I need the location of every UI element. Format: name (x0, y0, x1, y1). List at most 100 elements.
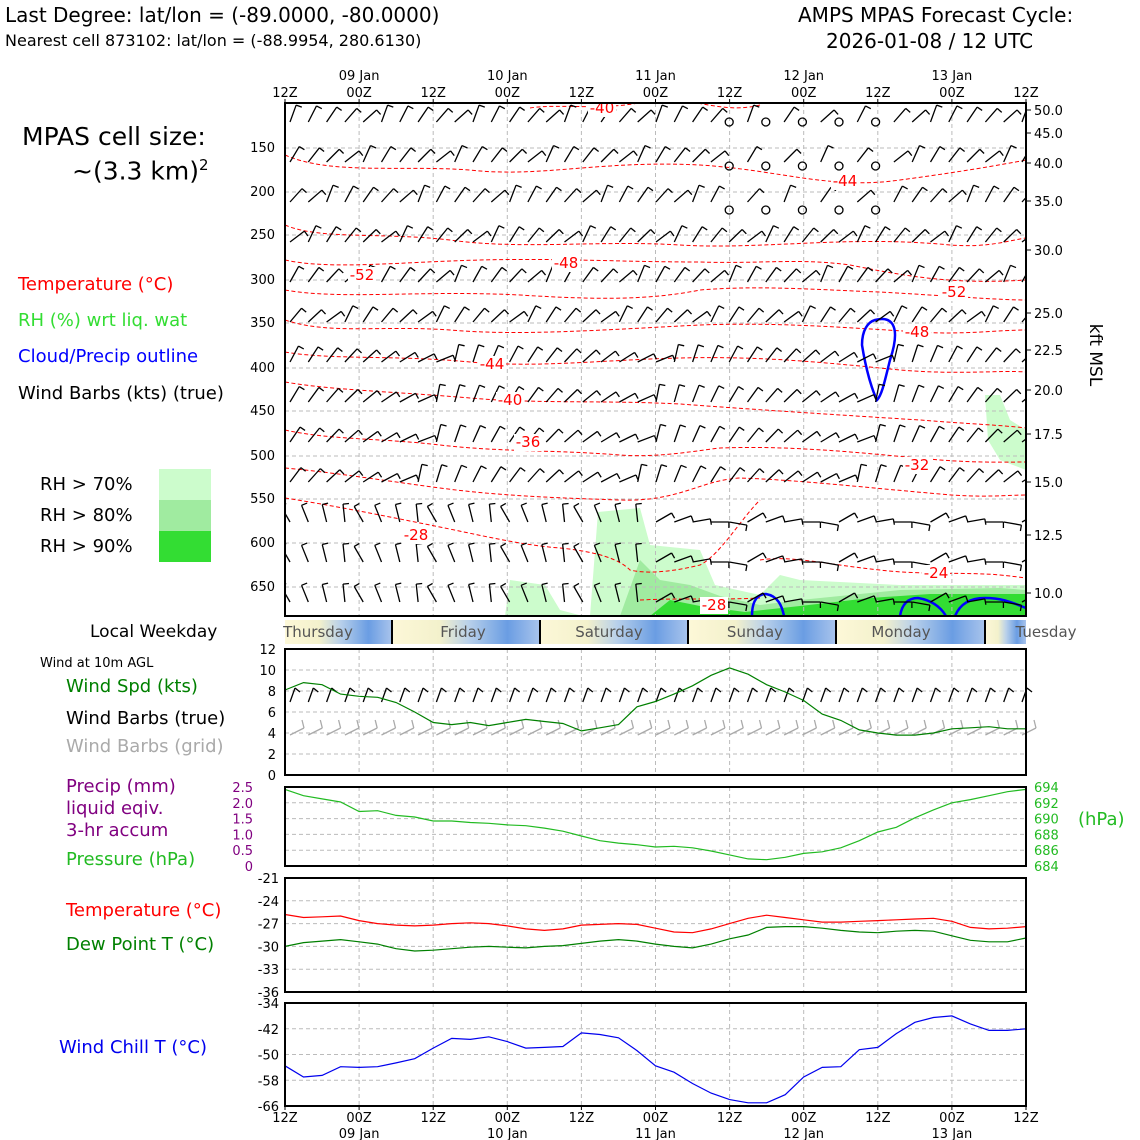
wind-barb (765, 515, 786, 523)
wind-barb-flag (338, 268, 344, 274)
temperature-tick-label: -36 (258, 986, 279, 1001)
surface-wind-barb-flag (459, 687, 466, 693)
surface-wind-barb-flag (843, 687, 850, 693)
wind-barb (655, 307, 673, 323)
wind-barb (838, 392, 859, 403)
wind-barb-shaft (673, 189, 689, 203)
wind-barb (381, 391, 401, 403)
wind-barb-flag (395, 350, 401, 357)
wind-barb-flag (1010, 144, 1017, 149)
wind-barb (1003, 521, 1023, 532)
wind-barb-shaft (655, 552, 672, 563)
wind-barb-flag (338, 148, 345, 154)
weekday-segment (688, 620, 836, 644)
wind-barb-shaft (545, 428, 560, 443)
wind-barb-flag (570, 104, 577, 108)
wind-barb (527, 305, 542, 323)
wind-barb-shaft (573, 546, 584, 563)
wind-barb-flag (939, 466, 946, 471)
wind-barb-flag (815, 390, 821, 396)
pressure-tick-label: 650 (250, 580, 275, 595)
wind-barb-flag (879, 423, 886, 427)
wind-barb-flag (719, 185, 725, 190)
wind-barb-flag (1016, 229, 1022, 235)
wind-barb (729, 561, 748, 572)
wind-barb-flag (797, 429, 803, 436)
wind-barb-flag (905, 107, 911, 113)
wind-barb-shaft (856, 267, 869, 283)
wind-barb-flag (635, 582, 642, 585)
wind-barb-shaft (875, 310, 891, 323)
wind-barb (353, 502, 364, 523)
wind-barb-flag (847, 265, 854, 270)
wind-barb-shaft (746, 387, 759, 403)
wind-barb-shaft (435, 150, 451, 163)
grid-wind-barb-flag (722, 719, 726, 729)
wind-barb-shaft (326, 387, 339, 403)
grid-wind-barb-flag (392, 719, 397, 729)
wind-barb-shaft (801, 227, 815, 243)
wind-barb-flag (441, 464, 448, 468)
wind-barb-shaft (1003, 561, 1022, 566)
wind-barb-flag (782, 555, 786, 562)
wind-barb (435, 227, 453, 243)
wind-barb-shaft (1003, 265, 1012, 283)
grid-wind-barb (289, 719, 305, 736)
wind-barb (673, 266, 691, 283)
wind-barb-shaft (326, 148, 340, 163)
wind-barb-shaft (619, 351, 636, 363)
wind-barb-flag (679, 424, 687, 428)
wind-barb-shaft (447, 505, 456, 523)
wind-barb-flag (449, 270, 455, 276)
wind-barb-flag (627, 305, 633, 310)
wind-barb-flag (993, 185, 1000, 190)
wind-barb-flag (664, 265, 671, 270)
wind-barb-flag (777, 387, 783, 393)
surface-wind-barb-flag (880, 687, 887, 693)
wind-barb-shaft (893, 424, 901, 443)
wind-barb-shaft (582, 147, 595, 163)
wind-barb-flag (853, 352, 858, 358)
wind-barb-flag (358, 470, 364, 477)
wind-barb-shaft (783, 558, 802, 563)
wind-barb (326, 106, 343, 123)
wind-barb-flag (597, 471, 602, 478)
wind-barb-flag (942, 188, 948, 194)
rh70-region-left (505, 580, 583, 616)
wind-barb-shaft (820, 109, 835, 123)
surface-wind-barb-shaft (691, 687, 699, 703)
surface-wind-barb-shaft (362, 687, 369, 703)
wind-barb-shaft (1021, 558, 1026, 563)
surface-wind-barb (874, 687, 887, 703)
surface-wind-barb (783, 687, 795, 703)
wind-barb-shaft (911, 384, 920, 403)
surface-wind-barb-shaft (673, 687, 680, 703)
grid-wind-barb-shaft (692, 727, 707, 736)
wind-barb-flag (322, 542, 329, 546)
grid-wind-barb-flag (575, 719, 580, 729)
wind-barb-shaft (582, 225, 591, 243)
wind-barb (344, 389, 363, 403)
wind-barb (582, 189, 601, 203)
label-precip-1: Precip (mm) (66, 776, 176, 797)
grid-wind-barb-shaft (765, 727, 781, 736)
cloud-outline (750, 592, 786, 616)
wind-barb-shaft (984, 347, 997, 363)
wind-barb-shaft (857, 555, 875, 563)
wind-barb-flag (377, 431, 382, 437)
weekday-segment (392, 620, 540, 644)
wind-barb (655, 188, 673, 203)
wind-barb-shaft (289, 426, 301, 443)
wind-barb-shaft (728, 345, 739, 363)
wind-barb (289, 104, 303, 123)
weekday-name: Saturday (575, 623, 643, 641)
wind-barb-shaft (911, 425, 921, 443)
wind-barb-flag (738, 426, 745, 431)
wind-barb-flag (984, 598, 987, 605)
grid-wind-barb (802, 719, 818, 736)
wind-barb (710, 227, 728, 243)
wind-10m-title: Wind at 10m AGL (40, 656, 154, 671)
wind-barb-flag (959, 467, 965, 472)
wind-barb-flag (957, 386, 964, 391)
wind-barb (929, 385, 945, 403)
